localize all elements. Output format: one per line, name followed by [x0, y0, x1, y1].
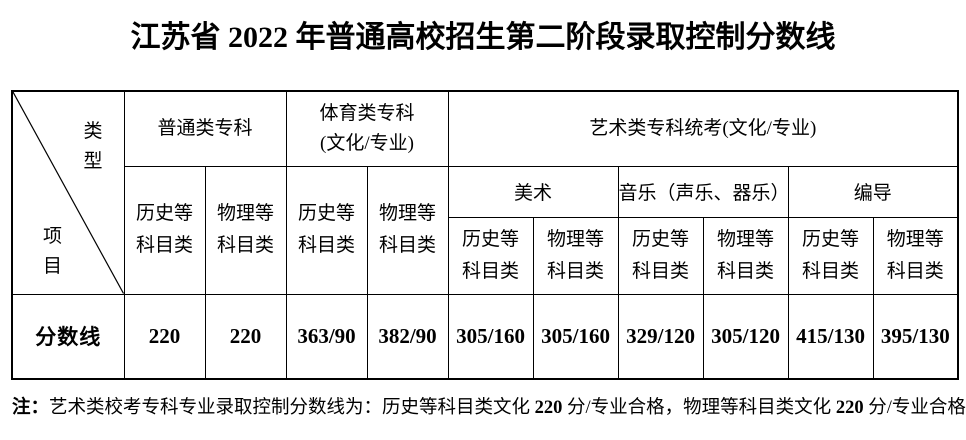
subject-header-art-history: 历史等 科目类 [447, 216, 534, 295]
footnote-text-3: 分/专业合格。 [868, 398, 966, 418]
score-row-label: 分数线 [11, 293, 125, 380]
art-category-fine-arts: 美术 [447, 165, 619, 218]
score-cell-music-physics: 305/120 [702, 293, 789, 380]
subject-header-sports-physics: 物理等 科目类 [366, 165, 449, 295]
corner-label-type: 类 型 [83, 121, 103, 173]
art-category-directing: 编导 [787, 165, 959, 218]
score-table: 类 型 项 目 普通类专科 体育类专科 (文化/专业) 艺术类专科统考(文化/专… [11, 90, 960, 380]
score-cell-general-history: 220 [123, 293, 206, 380]
footnote-score-1: 220 [534, 398, 563, 418]
page-title: 江苏省 2022 年普通高校招生第二阶段录取控制分数线 [130, 21, 836, 54]
score-cell-art-history: 305/160 [447, 293, 534, 380]
col-group-arts: 艺术类专科统考(文化/专业) [447, 90, 959, 167]
footnote: 注：艺术类校考专科专业录取控制分数线为：历史等科目类文化 220 分/专业合格，… [12, 397, 966, 420]
score-cell-directing-physics: 395/130 [872, 293, 959, 380]
footnote-text-1: 艺术类校考专科专业录取控制分数线为：历史等科目类文化 [49, 398, 535, 418]
footnote-prefix: 注： [12, 398, 50, 418]
header-row-groups: 类 型 项 目 普通类专科 体育类专科 (文化/专业) 艺术类专科统考(文化/专… [11, 90, 959, 295]
score-cell-music-history: 329/120 [617, 293, 704, 380]
subject-header-music-physics: 物理等 科目类 [702, 216, 789, 295]
subject-header-general-physics: 物理等 科目类 [204, 165, 287, 295]
footnote-text-2: 分/专业合格，物理等科目类文化 [562, 398, 836, 418]
score-cell-sports-physics: 382/90 [366, 293, 449, 380]
subject-header-directing-history: 历史等 科目类 [787, 216, 874, 295]
col-group-general: 普通类专科 [123, 90, 287, 167]
score-cell-art-physics: 305/160 [532, 293, 619, 380]
subject-header-directing-physics: 物理等 科目类 [872, 216, 959, 295]
subject-header-art-physics: 物理等 科目类 [532, 216, 619, 295]
col-group-sports: 体育类专科 (文化/专业) [285, 90, 449, 167]
header-row-art-categories: 历史等 科目类 物理等 科目类 历史等 科目类 物理等 科目类 美术 音乐（声乐… [12, 165, 959, 295]
corner-cell: 类 型 项 目 [11, 90, 125, 295]
diagonal-line [13, 92, 124, 294]
score-cell-sports-history: 363/90 [285, 293, 368, 380]
subject-header-general-history: 历史等 科目类 [123, 165, 206, 295]
footnote-score-2: 220 [835, 398, 864, 418]
header-row-art-subjects: 历史等 科目类 物理等 科目类 历史等 科目类 物理等 科目类 历史等 科目类 … [12, 216, 959, 295]
score-cell-directing-history: 415/130 [787, 293, 874, 380]
art-category-music: 音乐（声乐、器乐） [617, 165, 789, 218]
subject-header-music-history: 历史等 科目类 [617, 216, 704, 295]
score-row: 分数线 220 220 363/90 382/90 305/160 305/16… [11, 293, 959, 380]
score-cell-general-physics: 220 [204, 293, 287, 380]
corner-label-item: 项 目 [43, 226, 63, 278]
subject-header-sports-history: 历史等 科目类 [285, 165, 368, 295]
